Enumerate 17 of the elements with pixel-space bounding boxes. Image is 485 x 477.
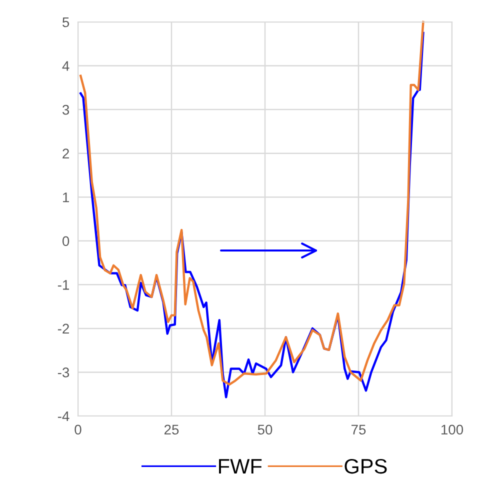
x-tick-label: 50 <box>258 424 272 435</box>
y-tick-label: 0 <box>62 236 70 246</box>
y-tick-label: 2 <box>62 148 69 158</box>
y-tick-label: -1 <box>58 280 69 290</box>
x-tick-label: 100 <box>441 424 464 435</box>
x-tick-label: 0 <box>74 424 82 435</box>
y-tick-label: -2 <box>58 324 69 334</box>
legend-label: GPS <box>344 458 387 474</box>
x-tick-label: 25 <box>164 424 179 435</box>
y-tick-label: -3 <box>58 368 70 378</box>
y-tick-label: 5 <box>62 17 70 28</box>
y-tick-label: 4 <box>62 61 70 71</box>
y-tick-label: 3 <box>62 104 70 115</box>
legend-label: FWF <box>219 459 262 474</box>
x-tick-label: 75 <box>351 424 366 435</box>
y-tick-label: 1 <box>63 192 69 202</box>
y-tick-label: -4 <box>58 411 70 422</box>
